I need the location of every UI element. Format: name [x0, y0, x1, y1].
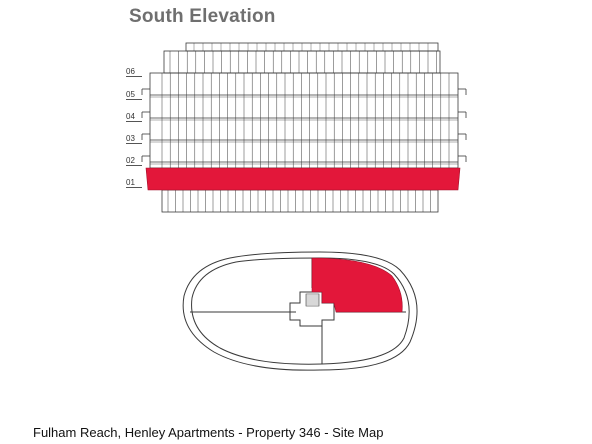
floor-label-02: 02 — [126, 156, 142, 166]
floor-label-04: 04 — [126, 112, 142, 122]
footer-caption: Fulham Reach, Henley Apartments - Proper… — [33, 425, 384, 440]
floor-label-03: 03 — [126, 134, 142, 144]
page-title: South Elevation — [129, 6, 276, 27]
floor-label-06: 06 — [126, 67, 142, 77]
highlighted-unit-plan — [311, 257, 403, 313]
highlighted-floor-01 — [145, 167, 461, 191]
site-plan-outer-ring — [182, 251, 418, 371]
floor-label-01: 01 — [126, 178, 142, 188]
floor-label-05: 05 — [126, 90, 142, 100]
